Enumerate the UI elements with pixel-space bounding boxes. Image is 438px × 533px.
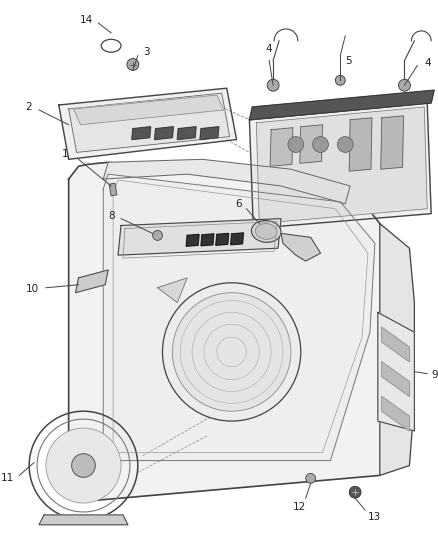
Polygon shape xyxy=(378,312,414,431)
Polygon shape xyxy=(177,127,196,140)
Text: 4: 4 xyxy=(424,58,431,68)
Polygon shape xyxy=(59,88,237,159)
Polygon shape xyxy=(300,125,322,163)
Polygon shape xyxy=(132,127,151,140)
Circle shape xyxy=(349,486,361,498)
Polygon shape xyxy=(216,233,229,245)
Circle shape xyxy=(162,283,301,421)
Polygon shape xyxy=(256,107,427,223)
Circle shape xyxy=(336,75,345,85)
Polygon shape xyxy=(201,234,214,246)
Polygon shape xyxy=(382,327,410,362)
Ellipse shape xyxy=(251,221,281,243)
Polygon shape xyxy=(281,233,321,261)
Polygon shape xyxy=(249,90,434,120)
Polygon shape xyxy=(103,159,350,204)
Text: 10: 10 xyxy=(26,284,39,294)
Polygon shape xyxy=(270,128,293,166)
Polygon shape xyxy=(76,270,108,293)
Circle shape xyxy=(173,293,291,411)
Circle shape xyxy=(152,230,162,240)
Text: 6: 6 xyxy=(235,199,241,209)
Text: 2: 2 xyxy=(25,102,32,112)
Text: 4: 4 xyxy=(266,44,272,54)
Circle shape xyxy=(288,136,304,152)
Polygon shape xyxy=(69,162,399,500)
Circle shape xyxy=(72,454,95,478)
Polygon shape xyxy=(231,233,244,245)
Ellipse shape xyxy=(255,223,277,239)
Circle shape xyxy=(127,59,139,70)
Polygon shape xyxy=(382,362,410,397)
Text: 12: 12 xyxy=(293,502,306,512)
Polygon shape xyxy=(69,93,230,152)
Polygon shape xyxy=(200,127,219,140)
Text: 1: 1 xyxy=(62,149,69,159)
Text: 8: 8 xyxy=(109,211,115,221)
Polygon shape xyxy=(380,223,414,475)
Text: 13: 13 xyxy=(368,512,381,522)
Text: 3: 3 xyxy=(143,47,149,56)
Polygon shape xyxy=(382,397,410,431)
Polygon shape xyxy=(249,103,431,229)
Polygon shape xyxy=(349,118,372,171)
Polygon shape xyxy=(118,219,281,255)
Polygon shape xyxy=(74,95,224,125)
Polygon shape xyxy=(186,235,199,246)
Circle shape xyxy=(399,79,410,91)
Polygon shape xyxy=(103,174,375,461)
Circle shape xyxy=(46,428,121,503)
Circle shape xyxy=(306,473,316,483)
Polygon shape xyxy=(155,127,173,140)
Circle shape xyxy=(313,136,328,152)
Text: 5: 5 xyxy=(345,55,352,66)
Circle shape xyxy=(337,136,353,152)
Polygon shape xyxy=(39,515,128,525)
Polygon shape xyxy=(158,278,187,303)
Bar xyxy=(109,183,117,196)
Text: 14: 14 xyxy=(80,15,93,25)
Circle shape xyxy=(267,79,279,91)
Polygon shape xyxy=(381,116,403,169)
Text: 11: 11 xyxy=(1,473,14,483)
Text: 9: 9 xyxy=(431,370,438,379)
